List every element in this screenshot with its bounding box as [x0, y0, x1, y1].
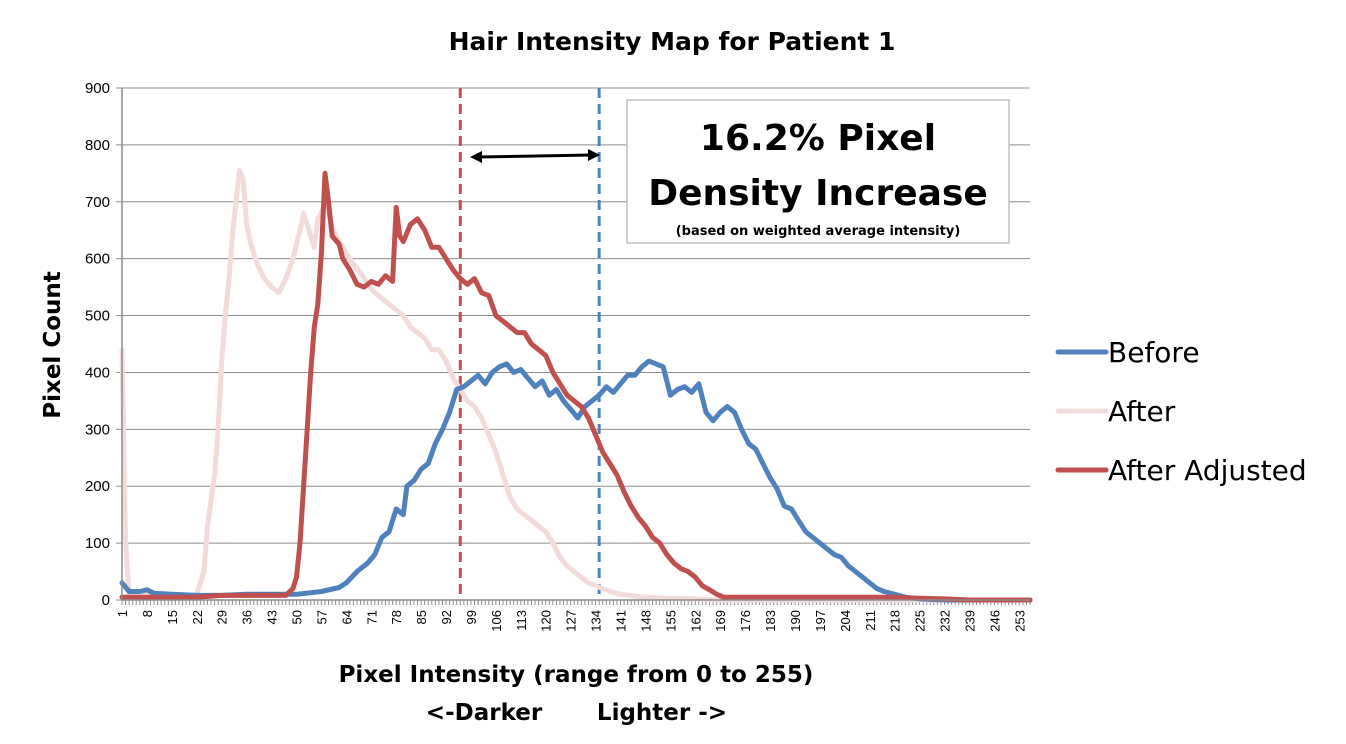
x-tick-label: 29 — [215, 610, 230, 624]
x-tick-label: 155 — [663, 610, 678, 632]
annotation-box: 16.2% Pixel Density Increase (based on w… — [626, 99, 1010, 244]
x-axis-sublabel-lighter: Lighter -> — [597, 700, 727, 726]
x-tick-label: 239 — [962, 610, 977, 632]
x-tick-label: 197 — [813, 610, 828, 632]
annotation-note: (based on weighted average intensity) — [676, 224, 961, 239]
x-tick-label: 211 — [863, 610, 878, 631]
x-tick-label: 120 — [539, 610, 554, 632]
x-tick-label: 8 — [140, 610, 155, 617]
x-tick-label: 71 — [364, 610, 379, 624]
series-line-before — [119, 358, 1033, 603]
x-tick-label: 134 — [589, 610, 604, 632]
y-tick-label: 400 — [85, 364, 110, 381]
x-tick-label: 162 — [688, 610, 703, 632]
axes — [121, 88, 1030, 601]
x-tick-label: 204 — [838, 610, 853, 632]
legend-label: Before — [1108, 336, 1200, 369]
series-line-after — [119, 168, 1033, 603]
difference-arrow — [470, 149, 600, 163]
x-tick-label: 141 — [614, 610, 629, 632]
gridlines — [122, 87, 1030, 544]
x-axis-label: Pixel Intensity (range from 0 to 255) — [339, 662, 814, 688]
x-tick-label: 225 — [913, 610, 928, 632]
y-axis-ticks: 0 100 200 300 400 500 600 700 800 900 — [85, 80, 122, 609]
y-tick-label: 900 — [85, 80, 110, 97]
series-lines — [119, 168, 1033, 603]
y-tick-label: 800 — [85, 137, 110, 154]
legend: Before After After Adjusted — [1055, 336, 1307, 487]
y-tick-label: 300 — [85, 421, 110, 438]
x-tick-label: 169 — [713, 610, 728, 632]
x-tick-label: 1 — [115, 610, 130, 617]
x-tick-label: 253 — [1012, 610, 1027, 632]
x-tick-label: 190 — [788, 610, 803, 632]
x-tick-label: 127 — [564, 610, 579, 632]
x-tick-label: 78 — [389, 610, 404, 624]
y-tick-label: 600 — [85, 251, 110, 268]
x-tick-label: 106 — [489, 610, 504, 632]
x-tick-label: 15 — [165, 610, 180, 624]
x-tick-label: 85 — [414, 610, 429, 624]
x-tick-label: 99 — [464, 610, 479, 624]
x-tick-label: 246 — [987, 610, 1002, 632]
x-tick-label: 43 — [265, 610, 280, 624]
y-tick-label: 100 — [85, 535, 110, 552]
chart-title: Hair Intensity Map for Patient 1 — [449, 27, 896, 56]
y-tick-label: 0 — [102, 592, 110, 609]
x-tick-label: 22 — [190, 610, 205, 624]
x-tick-label: 232 — [938, 610, 953, 632]
series-line-after-adjusted — [119, 170, 1033, 603]
annotation-line-1: 16.2% Pixel — [700, 118, 936, 159]
x-axis-ticks: 1 8 15 22 29 36 43 50 57 64 71 78 85 92 99 106 113 120 127… — [115, 600, 1031, 632]
legend-label: After Adjusted — [1108, 454, 1307, 487]
x-tick-label: 50 — [289, 610, 304, 624]
x-tick-label: 113 — [514, 610, 529, 631]
y-tick-label: 500 — [85, 308, 110, 325]
y-tick-label: 700 — [85, 194, 110, 211]
x-tick-label: 148 — [638, 610, 653, 632]
x-tick-label: 57 — [314, 610, 329, 624]
x-tick-label: 92 — [439, 610, 454, 624]
x-tick-label: 64 — [339, 610, 354, 624]
x-tick-label: 36 — [240, 610, 255, 624]
x-tick-label: 176 — [738, 610, 753, 632]
vertical-markers — [458, 88, 601, 600]
x-axis-sublabel-darker: <-Darker — [426, 700, 543, 726]
x-tick-label: 183 — [763, 610, 778, 632]
annotation-line-2: Density Increase — [648, 173, 988, 214]
y-axis-label: Pixel Count — [40, 271, 66, 419]
y-tick-label: 200 — [85, 478, 110, 495]
x-tick-label: 218 — [888, 610, 903, 632]
legend-label: After — [1108, 395, 1176, 428]
